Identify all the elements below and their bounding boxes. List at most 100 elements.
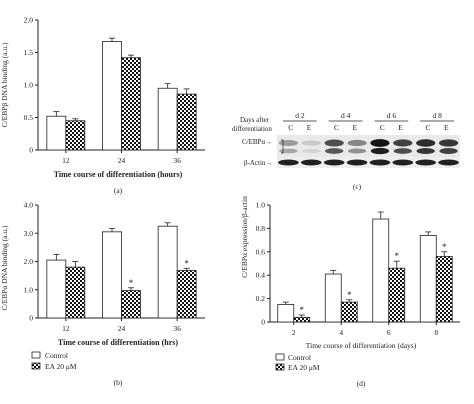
blot-day-label: d 8 xyxy=(432,111,442,120)
x-tick-label: 8 xyxy=(434,328,438,337)
y-tick-label: 0.8 xyxy=(256,224,266,233)
blot-band-actin xyxy=(346,159,368,166)
chart-a-panel-label: (a) xyxy=(114,186,123,195)
y-tick-label: 1.0 xyxy=(24,285,34,294)
blot-row-label-actin: β-Actin→ xyxy=(244,159,272,167)
y-tick-label: 0.5 xyxy=(24,113,34,122)
chart-d-bar xyxy=(388,267,406,323)
y-tick-label: 1.0 xyxy=(256,201,266,210)
y-tick-label: 4.0 xyxy=(24,201,34,210)
chart-d-bar xyxy=(324,273,342,323)
x-tick-label: 12 xyxy=(62,324,70,333)
chart-d-bar xyxy=(340,301,358,323)
chart-a-xlabel: Time course of differentiation (hours) xyxy=(54,170,183,179)
chart-b-bar xyxy=(65,266,86,319)
chart-d-plot: 0 0.2 0.4 0.6 0.8 1.0 2 4 6 8 * * * * xyxy=(256,201,460,337)
blot-lane-label: C xyxy=(380,123,385,132)
chart-b-legend: Control EA 20 μM xyxy=(31,351,77,371)
chart-b-bar xyxy=(102,231,122,319)
x-tick-label: 2 xyxy=(292,328,296,337)
blot-band-actin xyxy=(438,159,459,166)
chart-d-bar xyxy=(435,256,453,323)
x-tick-label: 4 xyxy=(339,328,343,337)
legend-b-ea-label: EA 20 μM xyxy=(45,362,77,371)
blot-lane-label: E xyxy=(352,123,357,132)
x-tick-label: 6 xyxy=(387,328,391,337)
chart-d-legend: Control EA 20 μM xyxy=(275,353,320,372)
blot-band-cebpa-upper xyxy=(278,140,299,146)
blot-top-strip xyxy=(277,135,460,157)
significance-star: * xyxy=(129,278,134,288)
significance-star: * xyxy=(442,242,447,252)
blot-days-after-label: Days after xyxy=(240,116,270,124)
blot-band-cebpa-lower xyxy=(439,148,458,154)
blot-day-label: d 2 xyxy=(295,111,305,120)
blot-band-cebpa-upper xyxy=(324,139,344,147)
y-tick-label: 0.2 xyxy=(256,294,266,303)
chart-a-bar xyxy=(176,93,197,151)
chart-b: 0 1.0 2.0 3.0 4.0 12 24 36 * * C/EBPα DNA binding… xyxy=(0,201,205,387)
blot-band-cebpa-lower xyxy=(325,148,344,154)
blot-band-actin xyxy=(415,159,436,166)
blot-band-cebpa-upper xyxy=(347,139,367,147)
legend-b-control-swatch xyxy=(31,351,41,359)
chart-a-bar xyxy=(102,41,122,151)
x-tick-label: 24 xyxy=(118,324,126,333)
chart-b-plot: 0 1.0 2.0 3.0 4.0 12 24 36 * * xyxy=(24,201,205,333)
blot-day-label: d 6 xyxy=(387,111,397,120)
blot-lane-label: E xyxy=(398,123,403,132)
y-tick-label: 1.0 xyxy=(24,81,34,90)
y-tick-label: 0 xyxy=(261,318,265,327)
x-tick-label: 36 xyxy=(173,156,181,165)
blot-band-cebpa-upper xyxy=(301,140,321,146)
y-tick-label: 0.6 xyxy=(256,247,266,256)
chart-a-bar xyxy=(121,57,141,151)
legend-d-control-swatch xyxy=(275,353,285,361)
blot-band-cebpa-lower xyxy=(279,148,298,154)
chart-b-bar xyxy=(46,259,67,319)
blot-row-label-cebpa: C/EBPα→ xyxy=(242,138,272,146)
blot-c: Days after differentiation d 2C Ed 4C Ed 6… xyxy=(232,111,460,191)
legend-b-control-label: Control xyxy=(45,351,68,360)
chart-d-bar xyxy=(372,218,390,323)
chart-b-bar xyxy=(157,225,178,319)
chart-b-ylabel: C/EBPα DNA binding (a.u.) xyxy=(0,225,9,310)
legend-b-ea-swatch xyxy=(31,362,41,370)
y-tick-label: 1.5 xyxy=(24,48,34,57)
chart-b-xlabel: Time course of differentiation (hrs) xyxy=(58,338,178,347)
chart-d-panel-label: (d) xyxy=(357,379,366,388)
y-tick-label: 0 xyxy=(29,314,33,323)
blot-headers: d 2C Ed 4C Ed 6C Ed 8C E xyxy=(283,111,454,132)
blot-band-cebpa-upper xyxy=(416,139,436,147)
y-tick-label: 0 xyxy=(29,146,33,155)
chart-d-bar xyxy=(419,235,437,323)
y-tick-label: 2.0 xyxy=(24,16,34,25)
legend-d-ea-swatch xyxy=(275,363,285,371)
chart-d-bar xyxy=(293,316,311,323)
blot-bracket xyxy=(281,139,284,154)
significance-star: * xyxy=(347,290,352,300)
blot-band-actin xyxy=(323,159,345,166)
blot-lane-label: E xyxy=(444,123,449,132)
x-tick-label: 24 xyxy=(118,156,126,165)
chart-a-bar xyxy=(46,115,67,151)
blot-day-label: d 4 xyxy=(341,111,351,120)
blot-band-cebpa-lower xyxy=(393,148,412,154)
y-tick-label: 0.4 xyxy=(256,271,266,280)
chart-d-ylabel: C/EBPα expression/β-actin xyxy=(240,196,249,278)
y-tick-label: 2.0 xyxy=(24,257,34,266)
x-tick-label: 12 xyxy=(62,156,70,165)
chart-a: 0 0.5 1.0 1.5 2.0 12 24 36 C/EBPβ DNA binding (… xyxy=(0,16,205,195)
blot-bands xyxy=(278,139,459,166)
chart-d: 0 0.2 0.4 0.6 0.8 1.0 2 4 6 8 * * * * C/EBPα expressi… xyxy=(240,196,460,388)
legend-d-control-label: Control xyxy=(288,353,311,362)
chart-b-bar xyxy=(176,270,197,319)
blot-band-cebpa-lower xyxy=(347,148,367,154)
y-tick-label: 3.0 xyxy=(24,229,34,238)
legend-d-ea-label: EA 20 μM xyxy=(288,363,320,372)
chart-a-ylabel: C/EBPβ DNA binding (a.u.) xyxy=(0,42,9,127)
blot-lane-label: C xyxy=(334,123,339,132)
chart-a-plot: 0 0.5 1.0 1.5 2.0 12 24 36 xyxy=(24,16,205,165)
blot-band-cebpa-upper xyxy=(393,139,413,147)
